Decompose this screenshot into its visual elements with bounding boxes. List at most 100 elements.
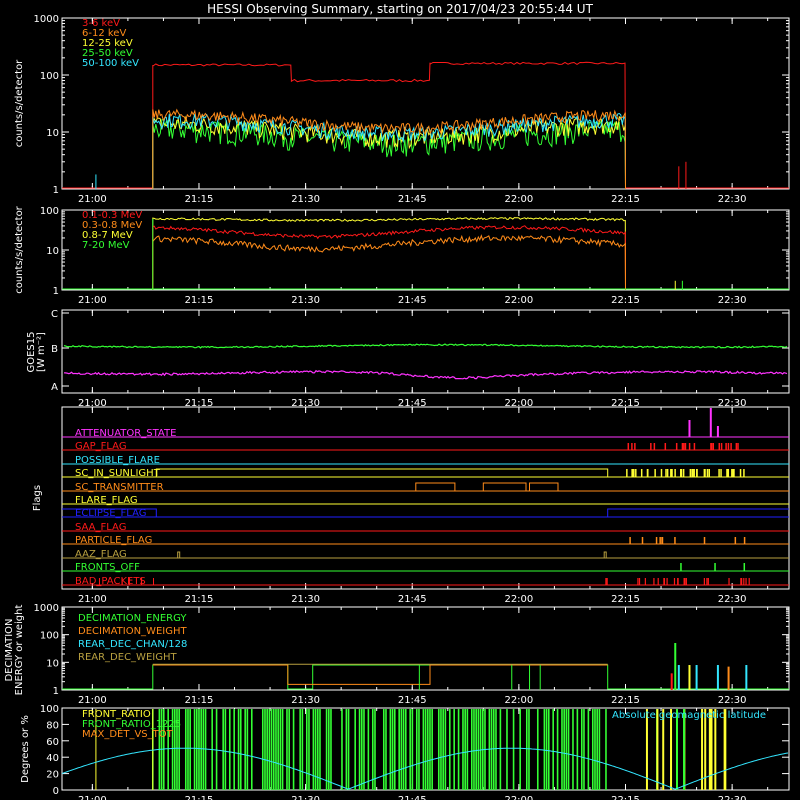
- y-tick-label: 1: [53, 686, 59, 697]
- y-axis-label: DECIMATION: [4, 618, 15, 681]
- x-tick-label: 22:00: [504, 194, 533, 205]
- x-tick-label: 22:00: [504, 594, 533, 605]
- panel-lightcurve-x-frame: [61, 17, 790, 190]
- x-tick-label: 22:30: [718, 795, 747, 800]
- flag-label: SC_TRANSMITTER: [75, 482, 164, 493]
- x-tick-label: 22:15: [611, 194, 640, 205]
- x-tick-label: 22:15: [611, 795, 640, 800]
- flag-aaz-bump: [177, 551, 181, 558]
- x-tick-label: 21:45: [398, 795, 427, 800]
- x-tick-label: 22:00: [504, 398, 533, 409]
- series-0.8-7-mev: [152, 217, 626, 291]
- flag-label: PARTICLE_FLAG: [75, 535, 152, 546]
- panel-lightcurve-x: 21:00 21:15 21:30 21:45 22:00 22:15 22:30 1 10 10…: [14, 14, 790, 205]
- y-axis-label: counts/s/detector: [14, 59, 25, 147]
- x-tick-label: 21:45: [398, 295, 427, 306]
- series-goes-short: [63, 369, 788, 380]
- legend-entry: FRONT_RATIO: [82, 709, 151, 720]
- y-axis-label: counts/s/detector: [14, 205, 25, 293]
- series-50-100-kev: [152, 112, 626, 190]
- flag-label: POSSIBLE_FLARE: [75, 455, 160, 466]
- flag-transmitter-pulse: [415, 482, 456, 491]
- flag-label: FLARE_FLAG: [75, 495, 138, 506]
- flag-label: SAA_FLAG: [75, 522, 126, 533]
- x-tick-label: 22:15: [611, 695, 640, 706]
- y-tick-label: 0: [53, 786, 59, 797]
- panel-goes: 21:00 21:15 21:30 21:45 22:00 22:15 22:30 A B C GO…: [26, 309, 790, 409]
- panel-decimation: 21:00 21:15 21:30 21:45 22:00 22:15 22:30 1 10 10…: [4, 603, 790, 706]
- y-tick-label: A: [51, 382, 58, 393]
- x-tick-label: 22:30: [718, 194, 747, 205]
- x-tick-label: 21:45: [398, 194, 427, 205]
- x-tick-label: 22:00: [504, 795, 533, 800]
- y-tick-label: 10: [46, 246, 59, 257]
- legend-entry: 25-50 keV: [82, 48, 133, 59]
- y-tick-label: 1: [53, 185, 59, 196]
- x-tick-label: 21:00: [78, 194, 107, 205]
- flag-sunlight-level: [62, 468, 789, 478]
- x-tick-label: 21:15: [185, 594, 214, 605]
- x-tick-label: 21:30: [291, 795, 320, 800]
- x-tick-label: 21:15: [185, 194, 214, 205]
- flag-label: GAP_FLAG: [75, 441, 127, 452]
- x-tick-label: 21:00: [78, 594, 107, 605]
- x-tick-label: 21:15: [185, 695, 214, 706]
- legend-entry: REAR_DEC_WEIGHT: [78, 652, 177, 663]
- y-tick-label: 1: [53, 286, 59, 297]
- x-tick-label: 21:00: [78, 295, 107, 306]
- x-tick-label: 22:30: [718, 295, 747, 306]
- x-tick-label: 22:00: [504, 695, 533, 706]
- y-axis-label: Flags: [32, 485, 43, 511]
- y-axis-label: ENERGY or weight: [14, 605, 25, 696]
- legend-entry: DECIMATION_WEIGHT: [78, 626, 187, 637]
- x-tick-label: 21:30: [291, 398, 320, 409]
- x-tick-label: 22:30: [718, 695, 747, 706]
- legend-entry: 0.3-0.8 MeV: [82, 220, 142, 231]
- y-tick-label: 1000: [34, 603, 59, 614]
- series-25-50-kev: [152, 118, 626, 190]
- x-tick-label: 21:30: [291, 695, 320, 706]
- legend-entry: 0.1-0.3 MeV: [82, 210, 142, 221]
- series-6-12-kev: [152, 108, 626, 190]
- y-tick-label: 100: [40, 206, 59, 217]
- flag-label: ATTENUATOR_STATE: [75, 428, 176, 439]
- x-tick-label: 21:15: [185, 295, 214, 306]
- legend-entry: FRONT_RATIO_1225: [82, 719, 181, 730]
- legend-entry: 7-20 MeV: [82, 240, 130, 251]
- flag-transmitter-pulse: [529, 482, 559, 491]
- legend-entry: 0.8-7 MeV: [82, 230, 133, 241]
- x-tick-label: 21:45: [398, 594, 427, 605]
- y-tick-label: 80: [46, 720, 59, 731]
- series-3-6-kev: [62, 61, 789, 189]
- x-tick-label: 21:15: [185, 398, 214, 409]
- y-tick-label: 100: [40, 704, 59, 715]
- y-axis-label: GOES15: [26, 331, 37, 372]
- x-tick-label: 21:45: [398, 695, 427, 706]
- x-tick-label: 21:00: [78, 795, 107, 800]
- legend-entry: 3-6 keV: [82, 18, 120, 29]
- y-axis-label: [W m⁻²]: [36, 332, 47, 372]
- panel-decimation-frame: [61, 606, 790, 691]
- x-tick-label: 21:45: [398, 398, 427, 409]
- y-tick-label: C: [51, 309, 58, 320]
- flag-aaz-bump: [603, 551, 607, 558]
- x-tick-label: 21:30: [291, 295, 320, 306]
- y-tick-label: 60: [46, 737, 59, 748]
- y-tick-label: 1000: [34, 14, 59, 25]
- y-tick-label: 40: [46, 753, 59, 764]
- x-tick-label: 21:00: [78, 695, 107, 706]
- series-decimation-energy: [62, 664, 789, 690]
- legend-entry: 6-12 keV: [82, 28, 126, 39]
- series-12-25-kev: [152, 115, 626, 190]
- y-axis-label: Degrees or %: [20, 715, 31, 783]
- series-0.1-0.3-mev: [152, 225, 626, 291]
- series-goes-long: [63, 343, 788, 349]
- chart-title: HESSI Observing Summary, starting on 201…: [207, 2, 593, 16]
- flag-eclipse-level: [62, 508, 789, 518]
- flag-label: BAD_PACKETS: [75, 576, 146, 587]
- panel-flags-frame: [61, 406, 790, 590]
- x-tick-label: 21:00: [78, 398, 107, 409]
- panels: 21:00 21:15 21:30 21:45 22:00 22:15 22:3011010…: [4, 14, 790, 800]
- panel-goes-frame: [61, 309, 790, 394]
- flag-label: SC_IN_SUNLIGHT: [75, 468, 161, 479]
